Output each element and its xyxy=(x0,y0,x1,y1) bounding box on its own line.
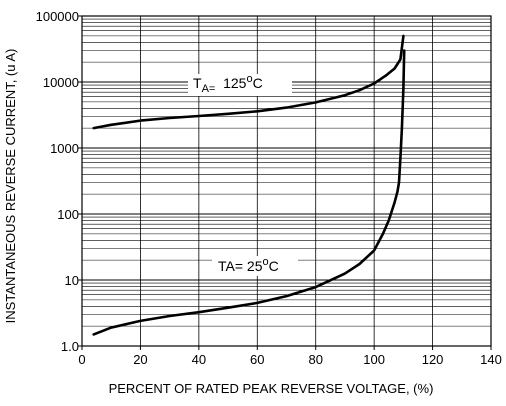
annotation-unit: C xyxy=(269,258,279,274)
annotation-value: 125 xyxy=(215,75,246,91)
y-axis-label: INSTANTANEOUS REVERSE CURRENT, (u A) xyxy=(3,49,18,324)
y-tick-label: 100000 xyxy=(36,9,79,24)
annotation-text: TA= 25 xyxy=(218,258,263,274)
x-tick-label: 100 xyxy=(363,352,385,367)
tick-labels: 0 20 40 60 80 100 120 140 1.0 10 100 1000 10000 10000… xyxy=(36,9,502,367)
series-line-t25 xyxy=(92,49,406,336)
y-tick-label: 100 xyxy=(57,207,79,222)
x-tick-label: 20 xyxy=(133,352,147,367)
annotation-subscript: A= xyxy=(202,83,216,95)
x-tick-label: 60 xyxy=(250,352,264,367)
y-tick-label: 10 xyxy=(65,273,79,288)
annotation-unit: C xyxy=(253,75,263,91)
x-tick-label: 80 xyxy=(308,352,322,367)
x-axis-label: PERCENT OF RATED PEAK REVERSE VOLTAGE, (… xyxy=(109,381,434,396)
annotation-ta-25c: TA= 25oC xyxy=(218,256,279,274)
x-tick-label: 40 xyxy=(192,352,206,367)
annotation-ta-125c: TA= 125oC xyxy=(193,73,263,95)
annotation-degree: o xyxy=(246,73,252,85)
x-tick-label: 120 xyxy=(422,352,444,367)
annotation-degree: o xyxy=(263,256,269,268)
y-tick-label: 1.0 xyxy=(61,339,79,354)
grid xyxy=(82,16,491,346)
annotation-text: T xyxy=(193,75,202,91)
x-tick-label: 140 xyxy=(480,352,502,367)
series-line-t125 xyxy=(92,34,405,130)
y-tick-label: 10000 xyxy=(43,75,79,90)
plot-frame xyxy=(81,15,492,347)
y-tick-label: 1000 xyxy=(50,141,79,156)
x-tick-label: 0 xyxy=(78,352,85,367)
annotation-background xyxy=(212,256,298,276)
series-curves xyxy=(92,34,406,336)
annotation-background xyxy=(188,74,292,96)
